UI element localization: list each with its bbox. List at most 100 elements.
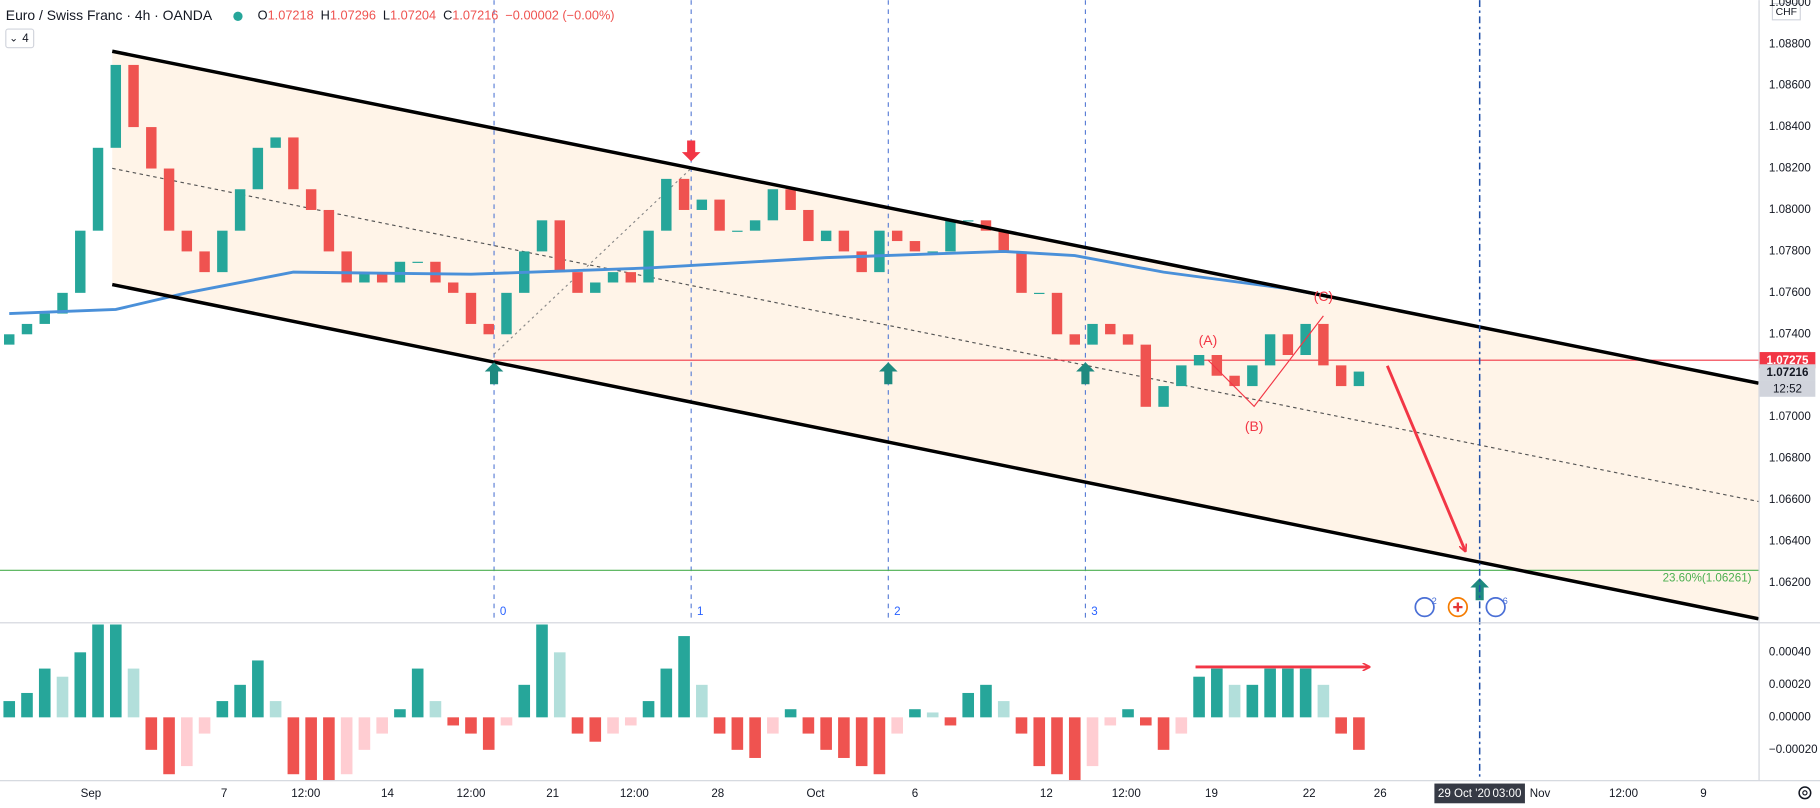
oscillator-bar — [891, 717, 903, 734]
candle-body — [110, 64, 122, 148]
event-badge-count: 2 — [1432, 596, 1437, 606]
oscillator-bar — [536, 624, 548, 718]
x-tick-label: 28 — [711, 787, 724, 800]
candle-body — [785, 189, 796, 210]
oscillator-bar — [269, 701, 282, 718]
ohlc-key: C — [443, 8, 452, 23]
oscillator-bar — [340, 717, 353, 775]
oscillator-bar — [500, 717, 513, 726]
oscillator-bar — [358, 717, 371, 750]
overlay: 0 1 2 3 23.60%(1.06261) (A) (B) (C) 2 6 — [484, 0, 1752, 781]
oscillator-pane — [3, 624, 1365, 781]
candle-body — [430, 261, 441, 283]
x-tick-label: 12 — [1040, 787, 1053, 800]
x-tick-label: 6 — [912, 787, 918, 800]
oscillator-bar — [376, 717, 388, 734]
x-tick-label: 12:00 — [1112, 787, 1141, 800]
candle-body — [270, 137, 281, 148]
oscillator-bar — [252, 660, 264, 718]
cycle-label: 3 — [1091, 605, 1097, 618]
oscillator-bar — [109, 624, 122, 718]
ohlc-key: L — [383, 8, 390, 23]
wave-line — [1207, 315, 1324, 408]
chart-title: Euro / Swiss Franc · 4h · OANDA — [6, 7, 213, 23]
candle-body — [217, 230, 228, 273]
currency-label: CHF — [1776, 7, 1797, 18]
candle-body — [1211, 355, 1223, 376]
oscillator-tick-label: 0.00020 — [1769, 678, 1811, 691]
candle-body — [1069, 334, 1080, 345]
oscillator-bar — [1104, 717, 1117, 726]
oscillator-bar — [518, 684, 531, 718]
oscillator-bar — [1264, 668, 1276, 718]
y-tick-label: 1.08400 — [1769, 120, 1811, 133]
oscillator-bar — [678, 636, 690, 718]
oscillator-bar — [624, 717, 637, 726]
candle-body — [181, 230, 193, 252]
settings-icon[interactable] — [1798, 786, 1812, 800]
candle-body — [607, 272, 619, 283]
candle-body — [146, 127, 157, 169]
y-tick-label: 1.08800 — [1769, 37, 1811, 50]
candle-body — [75, 230, 86, 293]
candle-body — [572, 272, 583, 293]
candle-body — [1282, 334, 1294, 356]
candle-body — [341, 251, 352, 283]
oscillator-bar — [1015, 717, 1028, 734]
oscillator-bar — [855, 717, 868, 767]
x-tick-label: 9 — [1700, 787, 1706, 800]
candle-body — [1193, 355, 1205, 366]
candle-body — [998, 230, 1009, 252]
interval-badge-text: 4 — [22, 32, 29, 45]
up-arrow — [1076, 362, 1095, 385]
interval-badge[interactable] — [5, 28, 35, 49]
x-tick-label: Oct — [806, 787, 825, 800]
price-badge-text: 1.07216 — [1767, 366, 1809, 379]
market-status-dot — [233, 11, 243, 21]
event-badge-count: 6 — [1503, 596, 1508, 606]
candle-body — [1353, 371, 1365, 387]
channel-median — [112, 167, 1759, 503]
x-tick-label: 12:00 — [456, 787, 485, 800]
candle-body — [749, 220, 761, 231]
cycle-label: 0 — [500, 605, 506, 618]
oscillator-bar — [38, 668, 51, 718]
candle-body — [838, 230, 850, 252]
y-tick-label: 1.06800 — [1769, 452, 1811, 465]
oscillator-tick-label: 0.00040 — [1769, 645, 1811, 658]
candle-body — [1051, 292, 1063, 335]
wave-label: (C) — [1314, 288, 1333, 304]
oscillator-bar — [1193, 676, 1205, 718]
candle-body — [39, 313, 50, 324]
up-arrow — [484, 362, 504, 385]
oscillator-bar — [642, 701, 655, 718]
candle-body — [4, 334, 15, 345]
y-tick-label: 1.07000 — [1769, 410, 1811, 423]
x-tick-label: 26 — [1374, 787, 1387, 800]
oscillator-bar — [21, 692, 33, 718]
oscillator-tick-label: −0.00020 — [1769, 743, 1818, 756]
y-tick-label: 1.06200 — [1769, 576, 1811, 589]
oscillator-bar — [447, 717, 460, 726]
oscillator-bar — [802, 717, 815, 734]
oscillator-bar — [1068, 717, 1081, 781]
oscillator-bar — [820, 717, 832, 750]
oscillator-bar — [92, 624, 104, 718]
candle-body — [1105, 323, 1116, 335]
x-tick-label: 12:00 — [1609, 787, 1638, 800]
oscillator-bar — [944, 717, 957, 726]
oscillator-tick-label: 0.00000 — [1769, 710, 1811, 723]
ohlc-value: 1.07216 — [452, 8, 498, 23]
ohlc-key: O — [258, 8, 268, 23]
x-tick-label: Nov — [1530, 787, 1551, 800]
candle-body — [163, 168, 175, 231]
wave-label: (B) — [1245, 418, 1264, 434]
settings-gear-hub — [1802, 790, 1808, 796]
candle-body — [536, 220, 548, 252]
oscillator-bar — [607, 717, 619, 734]
candle-body — [1318, 323, 1329, 366]
oscillator-bar — [198, 717, 211, 734]
collapse-icon: ⌄ — [9, 34, 18, 45]
cycle-label: 1 — [697, 605, 703, 618]
